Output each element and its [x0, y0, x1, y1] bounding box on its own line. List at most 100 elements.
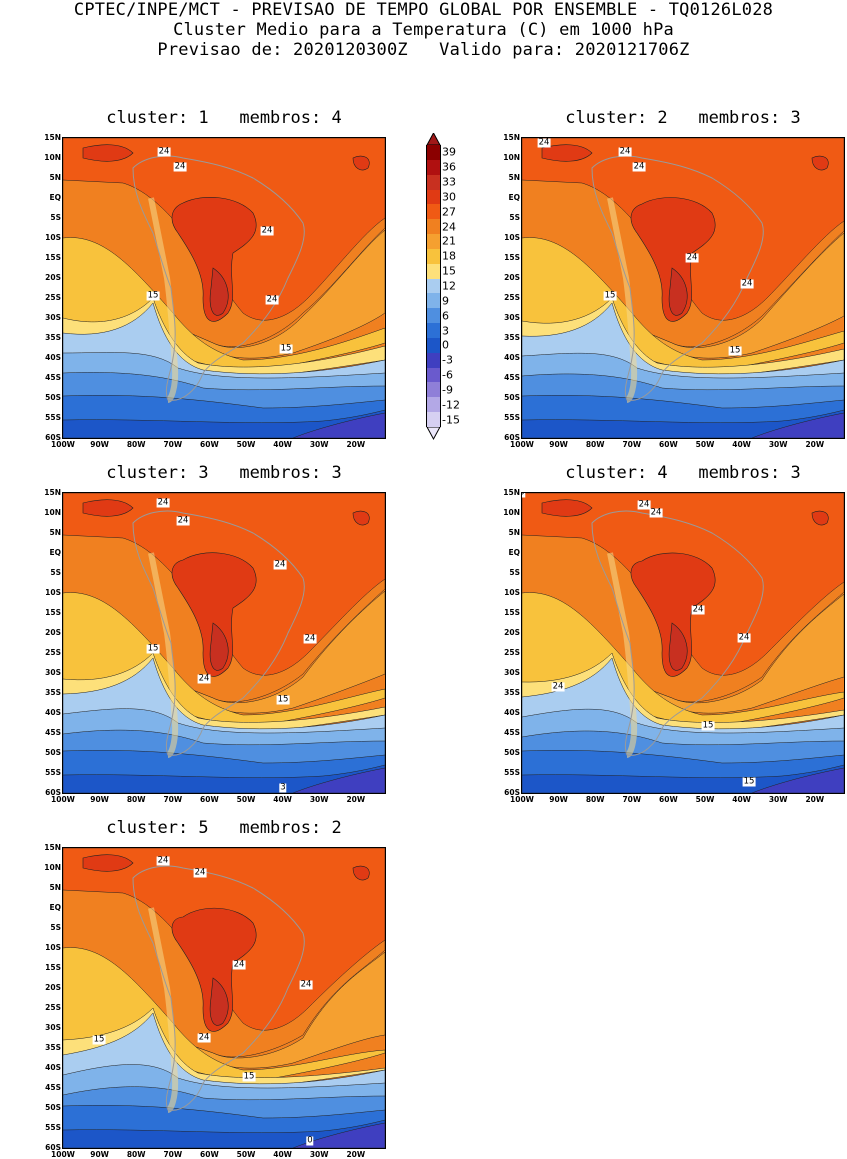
contour-label: 3 [279, 782, 287, 793]
x-axis-label: 100W [51, 440, 75, 449]
y-axis-label: 40S [45, 708, 61, 717]
y-axis-label: 50S [45, 393, 61, 402]
contour-label: 24 [637, 499, 651, 510]
colorbar-swatch [426, 367, 441, 383]
colorbar-label: -3 [442, 353, 453, 367]
warm-core [82, 499, 134, 517]
x-axis-label: 40W [732, 440, 751, 449]
contour-label: 24 [265, 294, 279, 305]
x-axis-label: 30W [309, 1150, 329, 1159]
y-axis-label: 10N [44, 153, 61, 162]
header-line-2: Cluster Medio para a Temperatura (C) em … [173, 20, 674, 40]
x-axis-label: 90W [90, 440, 109, 449]
y-axis-label: 45S [45, 728, 61, 737]
y-axis-label: 20S [45, 983, 61, 992]
contour-label: 24 [303, 633, 317, 644]
header-line-1: CPTEC/INPE/MCT - PREVISAO DE TEMPO GLOBA… [73, 0, 774, 20]
temperature-band [522, 764, 844, 793]
y-axis-label: 20S [504, 273, 520, 282]
warm-core [171, 552, 257, 677]
x-axis-label: 70W [163, 1150, 183, 1159]
warm-core [171, 197, 257, 322]
colorbar-label: 3 [442, 324, 449, 338]
x-axis-label: 100W [510, 795, 534, 804]
colorbar-bottom-arrow [426, 426, 441, 441]
colorbar-label: 15 [442, 264, 456, 278]
colorbar-label: -6 [442, 368, 453, 382]
contour-label: 24 [618, 146, 632, 157]
x-axis-label: 70W [622, 795, 642, 804]
contour-label: 24 [551, 681, 565, 692]
colorbar-swatch [426, 278, 441, 294]
warm-core [171, 907, 257, 1032]
forecast-panel-cluster-3: cluster: 3 membros: 3 24 24 24 24 24 15 15 3 15N 1… [44, 463, 386, 804]
y-axis-label: 45S [45, 1083, 61, 1092]
y-axis-label: 15N [503, 488, 520, 497]
warm-core [82, 144, 134, 162]
contour-label: 24 [299, 979, 313, 990]
colorbar-label: -9 [442, 383, 453, 397]
x-axis-label: 100W [510, 440, 534, 449]
warm-core [811, 155, 829, 171]
temperature-band [63, 409, 385, 438]
warm-core [541, 144, 593, 162]
colorbar-swatch [426, 189, 441, 205]
y-axis-label: 30S [504, 313, 520, 322]
colorbar-swatch [426, 382, 441, 398]
x-axis-label: 50W [695, 795, 715, 804]
y-axis-label: EQ [508, 548, 521, 557]
contour-label: 24 [740, 278, 754, 289]
y-axis-label: 35S [45, 1043, 61, 1052]
y-axis-label: 55S [504, 413, 520, 422]
y-axis-label: 25S [504, 648, 520, 657]
y-axis-label: 10N [44, 508, 61, 517]
x-axis-label: 20W [805, 440, 825, 449]
y-axis-label: 5S [509, 213, 520, 222]
contour-label: 15 [242, 1071, 256, 1082]
y-axis-label: EQ [49, 548, 62, 557]
contour-label: 24 [260, 225, 274, 236]
x-axis-label: 30W [309, 795, 329, 804]
colorbar-swatch [426, 352, 441, 368]
contour-label: 24 [173, 161, 187, 172]
panel-title: cluster: 1 membros: 4 [106, 108, 342, 128]
y-axis-label: 5S [50, 568, 61, 577]
contour-label: 24 [156, 855, 170, 866]
x-axis-label: 60W [200, 795, 219, 804]
forecast-panel-cluster-1: cluster: 1 membros: 4 24 24 24 24 15 15 15N 10N 5… [44, 108, 386, 449]
colorbar-swatch [426, 308, 441, 324]
colorbar-swatch [426, 248, 441, 264]
contour-label: 24 [156, 497, 170, 508]
panel-title: cluster: 5 membros: 2 [106, 818, 342, 838]
temperature-band [751, 412, 844, 438]
colorbar-label: 9 [442, 294, 449, 308]
y-axis-label: 10S [504, 233, 520, 242]
colorbar-legend: 39 36 33 30 27 24 21 18 15 12 9 6 3 0 -3 -6 -9 -12 -15 [426, 133, 516, 443]
y-axis-label: 5S [50, 213, 61, 222]
contour-label: 24 [157, 146, 171, 157]
x-axis-label: 20W [805, 795, 825, 804]
x-axis-label: 60W [659, 795, 678, 804]
panel-title: cluster: 3 membros: 3 [106, 463, 342, 483]
y-axis-label: 15N [44, 843, 61, 852]
y-axis-label: 45S [45, 373, 61, 382]
y-axis-label: 60S [45, 1143, 61, 1152]
warm-core [630, 197, 716, 322]
contour-label: 0 [306, 1135, 314, 1146]
warm-core [209, 622, 229, 671]
temperature-band [522, 409, 844, 438]
x-axis-label: 80W [585, 795, 605, 804]
y-axis-label: 55S [45, 1123, 61, 1132]
warm-core [352, 155, 370, 171]
y-axis-label: 15N [503, 133, 520, 142]
x-axis-label: 70W [622, 440, 642, 449]
y-axis-label: 35S [504, 688, 520, 697]
contour-label: 24 [232, 959, 246, 970]
andes-ridge [148, 552, 179, 758]
x-axis-label: 20W [346, 440, 366, 449]
contour-label: 24 [176, 515, 190, 526]
y-axis-label: 10S [45, 588, 61, 597]
x-axis-label: 90W [549, 440, 568, 449]
warm-core [668, 267, 688, 316]
